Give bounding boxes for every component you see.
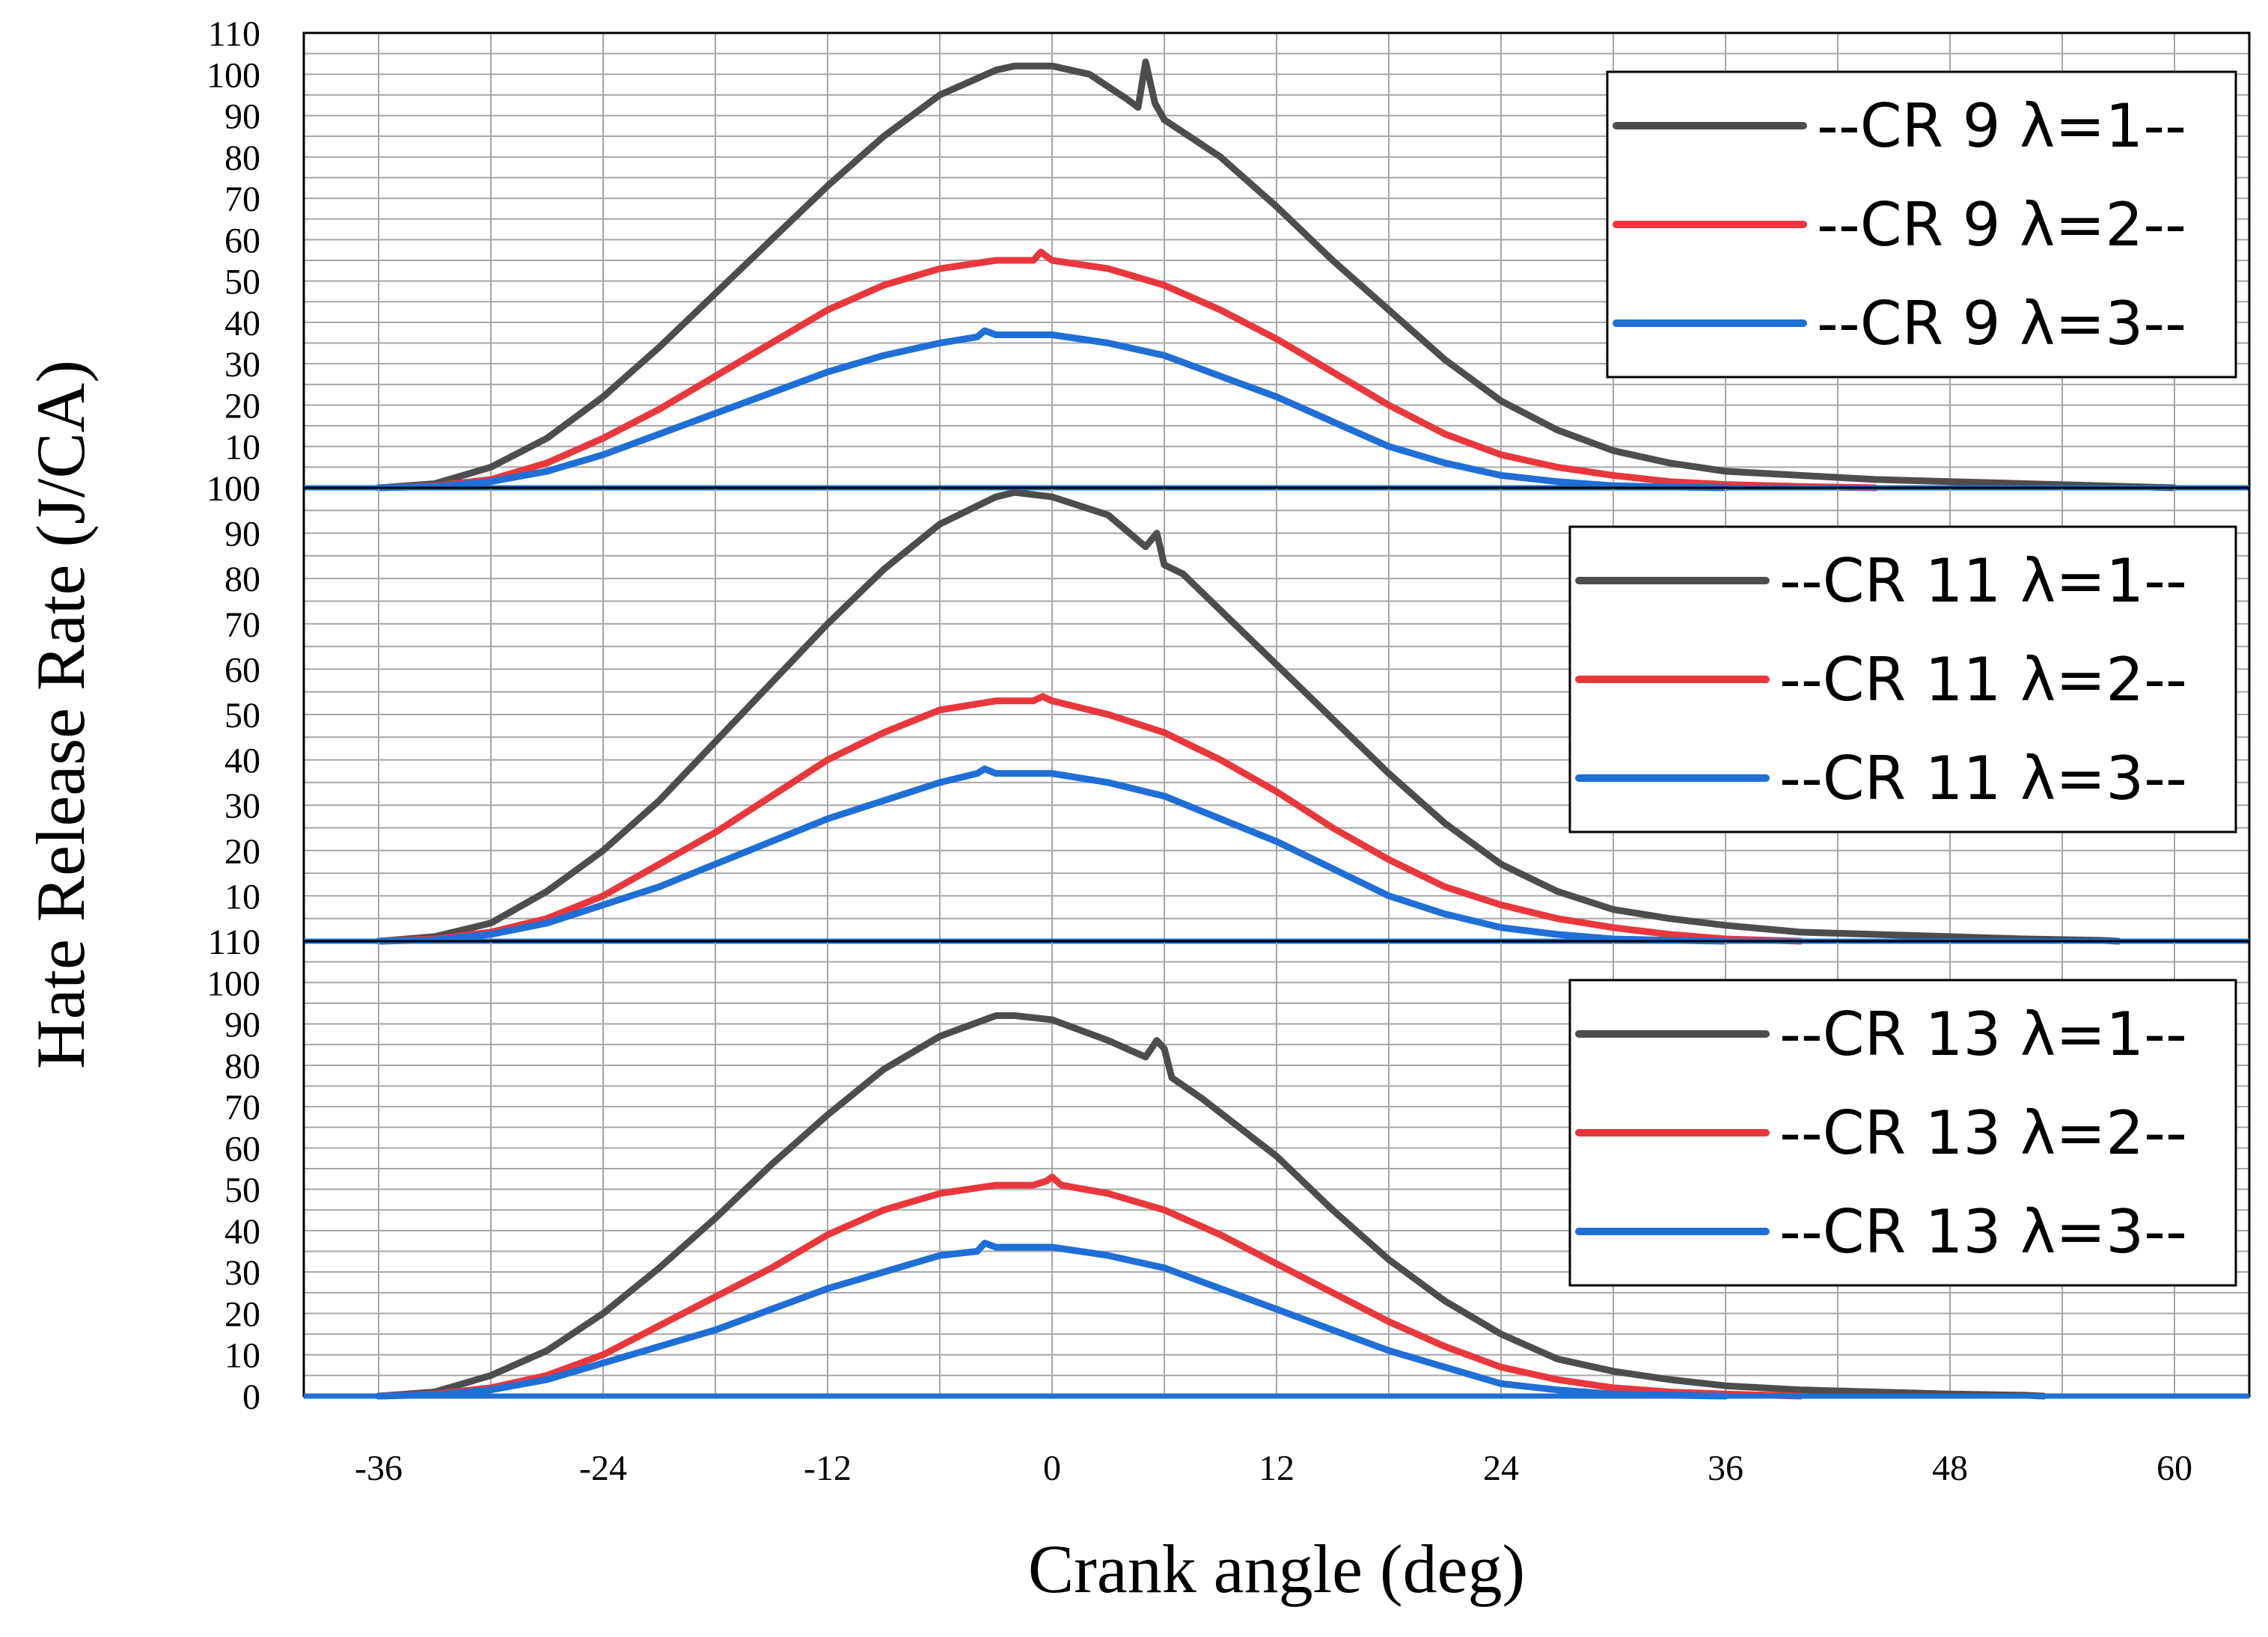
y-tick-label: 100 (207, 469, 260, 509)
x-axis-title: Crank angle (deg) (1028, 1531, 1525, 1607)
legend-label: --CR 11 λ=1-- (1779, 546, 2187, 616)
y-tick-label: 90 (224, 97, 260, 137)
y-tick-label: 30 (224, 786, 260, 826)
x-tick-label: -36 (355, 1448, 403, 1488)
legend-label: --CR 13 λ=2-- (1779, 1098, 2187, 1168)
legend-label: --CR 13 λ=1-- (1779, 1000, 2187, 1069)
legend: --CR 13 λ=1-- --CR 13 λ=2-- --CR 13 λ=3-- (1568, 979, 2237, 1287)
y-tick-label: 20 (224, 832, 260, 872)
y-tick-label: 80 (224, 1047, 260, 1086)
legend-label: --CR 11 λ=2-- (1779, 645, 2187, 715)
y-tick-label: 40 (224, 1212, 260, 1252)
y-tick-label: 60 (224, 650, 260, 690)
y-tick-label: 70 (224, 1088, 260, 1127)
y-tick-label: 10 (224, 1336, 260, 1376)
x-tick-label: 0 (1043, 1448, 1061, 1488)
y-tick-label: 50 (224, 263, 260, 302)
legend-label: --CR 9 λ=1-- (1817, 91, 2186, 161)
series-line-cr-13-lambda-3 (375, 1240, 1729, 1400)
series-line-cr-13-lambda-2 (375, 1173, 1804, 1400)
legend: --CR 11 λ=1-- --CR 11 λ=2-- --CR 11 λ=3-- (1568, 525, 2237, 833)
x-tick-label: 48 (1932, 1448, 1968, 1488)
y-tick-label: 10 (224, 877, 260, 917)
series-line-cr-9-lambda-2 (375, 248, 1879, 492)
legend-label: --CR 9 λ=3-- (1817, 289, 2186, 358)
x-tick-label: 12 (1259, 1448, 1295, 1488)
y-tick-label: 40 (224, 304, 260, 343)
series-line-cr-9-lambda-3 (375, 327, 1729, 492)
y-tick-label: 70 (224, 180, 260, 219)
series-line-cr-11-lambda-3 (375, 765, 1729, 945)
x-tick-label: 60 (2157, 1448, 2192, 1488)
y-tick-label: 30 (224, 1253, 260, 1293)
y-tick-label: 110 (208, 14, 260, 54)
y-tick-label: 80 (224, 560, 260, 599)
x-tick-label: 24 (1483, 1448, 1519, 1488)
y-tick-label: 40 (224, 741, 260, 781)
y-axis-title: Hate Release Rate (J/CA) (22, 360, 99, 1069)
y-tick-label: 0 (242, 1377, 260, 1417)
x-tick-label: -24 (579, 1448, 627, 1488)
y-tick-label: 100 (207, 55, 260, 95)
y-tick-label: 20 (224, 386, 260, 426)
series-line-cr-11-lambda-1 (375, 489, 2122, 945)
y-tick-label: 100 (207, 964, 260, 1003)
y-tick-label: 30 (224, 345, 260, 385)
y-tick-label: 20 (224, 1294, 260, 1334)
y-tick-label: 10 (224, 428, 260, 468)
y-tick-label: 70 (224, 605, 260, 645)
y-tick-label: 50 (224, 696, 260, 735)
y-tick-label: 90 (224, 515, 260, 554)
y-tick-label: 100 (207, 469, 260, 509)
y-tick-label: 110 (208, 922, 260, 962)
series-line-cr-9-lambda-1 (375, 58, 2178, 492)
y-tick-label: 60 (224, 1129, 260, 1169)
y-tick-label: 50 (224, 1171, 260, 1211)
series-line-cr-13-lambda-1 (375, 1012, 2047, 1400)
x-tick-label: 36 (1708, 1448, 1743, 1488)
y-tick-label: 80 (224, 138, 260, 178)
legend-label: --CR 11 λ=3-- (1779, 744, 2187, 813)
y-tick-label: 60 (224, 221, 260, 260)
y-tick-label: 110 (208, 922, 260, 962)
legend: --CR 9 λ=1-- --CR 9 λ=2-- --CR 9 λ=3-- (1606, 70, 2237, 379)
legend-label: --CR 9 λ=2-- (1817, 190, 2186, 260)
series-line-cr-11-lambda-2 (375, 693, 1804, 945)
x-tick-label: -12 (804, 1448, 852, 1488)
y-tick-label: 90 (224, 1006, 260, 1045)
legend-label: --CR 13 λ=3-- (1779, 1197, 2187, 1267)
